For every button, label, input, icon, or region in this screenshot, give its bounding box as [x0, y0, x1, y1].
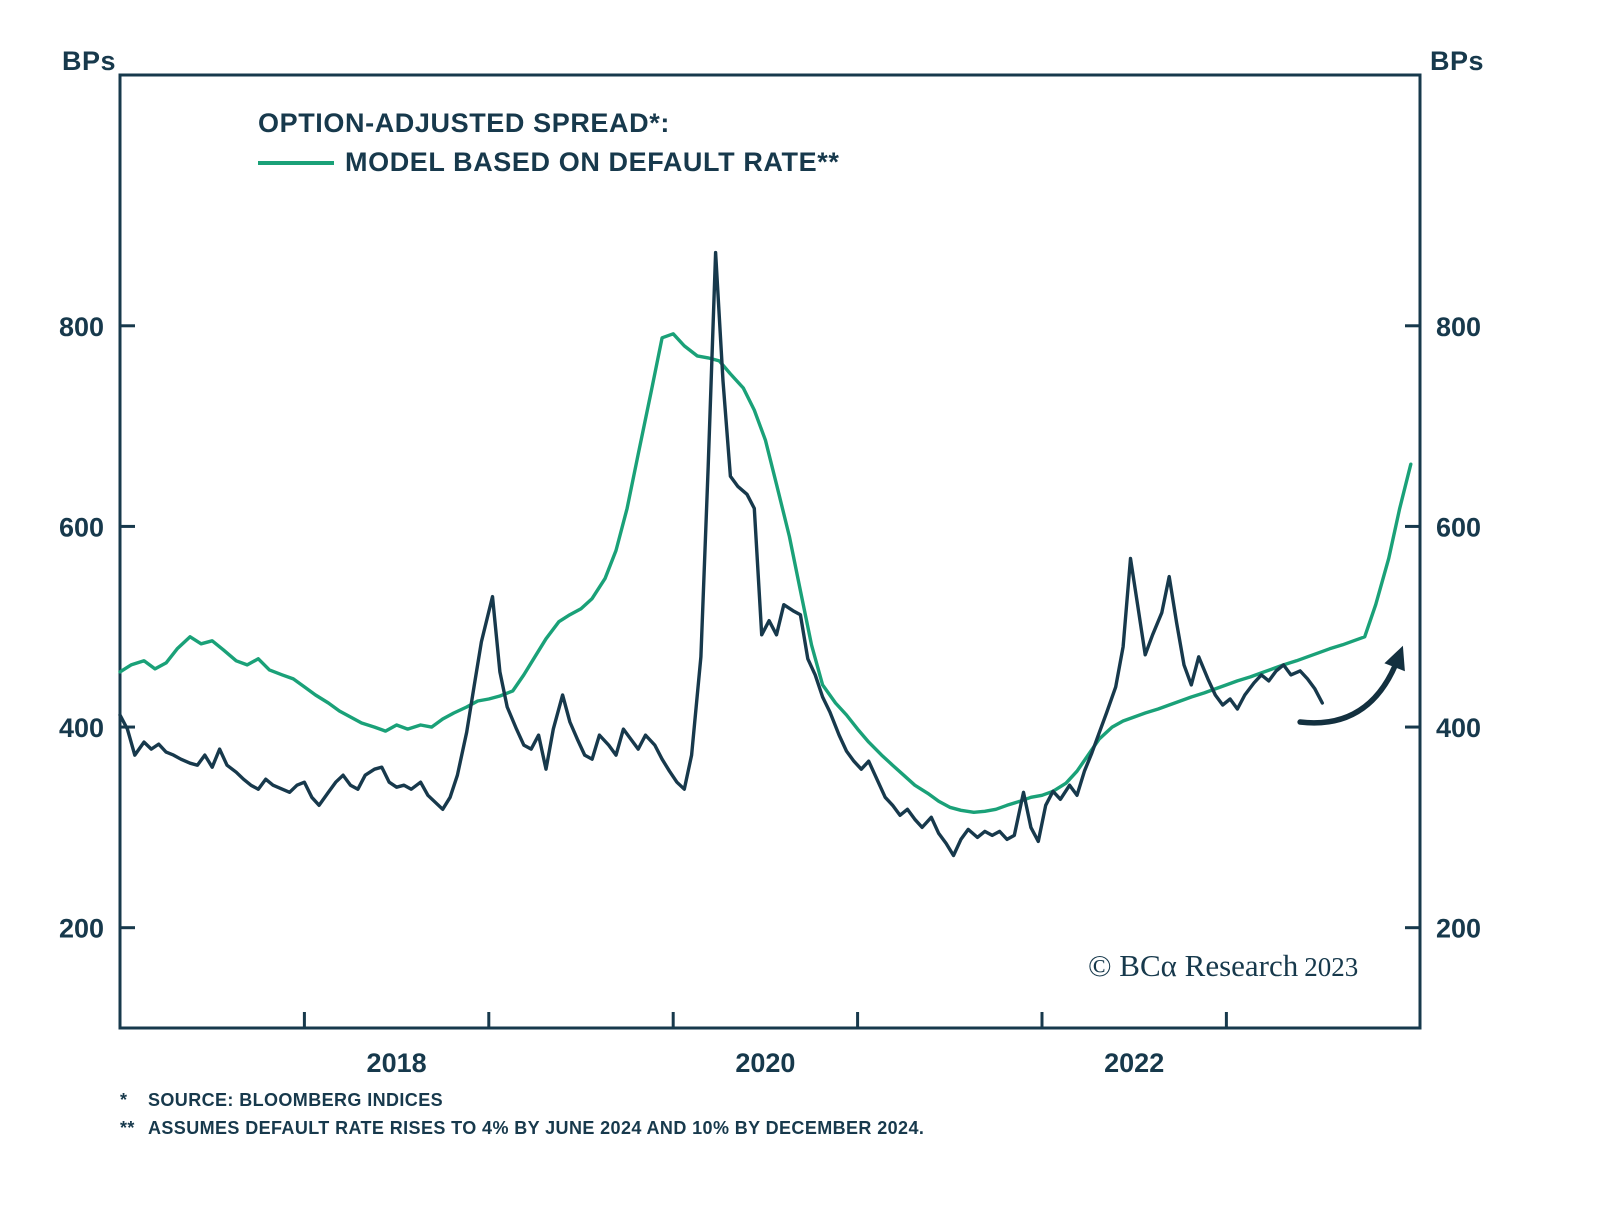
- legend-title: OPTION-ADJUSTED SPREAD*:: [258, 108, 670, 138]
- legend-model-label: MODEL BASED ON DEFAULT RATE**: [345, 147, 840, 177]
- copyright: © BCα Research 2023: [1088, 948, 1358, 984]
- y-axis-unit-right: BPs: [1430, 46, 1485, 76]
- series-line-actual-spread: [118, 250, 1324, 858]
- footnote-source-marker: *: [120, 1090, 128, 1110]
- trend-arrow-shaft: [1297, 656, 1401, 726]
- footnote-assumption-text: ASSUMES DEFAULT RATE RISES TO 4% BY JUNE…: [148, 1118, 925, 1138]
- x-tick-label: 2022: [1104, 1048, 1164, 1078]
- footnote-source-text: SOURCE: BLOOMBERG INDICES: [148, 1090, 444, 1110]
- y-tick-label-left: 200: [59, 914, 104, 944]
- footnote-source: * SOURCE: BLOOMBERG INDICES: [120, 1086, 924, 1114]
- footnote-assumption: ** ASSUMES DEFAULT RATE RISES TO 4% BY J…: [120, 1114, 924, 1142]
- legend-model-swatch: [258, 160, 334, 165]
- y-tick-label-right: 800: [1436, 312, 1481, 342]
- footnote-assumption-marker: **: [120, 1118, 135, 1138]
- y-tick-label-left: 800: [59, 312, 104, 342]
- y-tick-label-left: 400: [59, 713, 104, 743]
- plot-frame: [118, 73, 1422, 1030]
- x-tick-label: 2018: [367, 1048, 427, 1078]
- trend-arrow-head: [1384, 645, 1405, 672]
- copyright-text: © BCα Research: [1088, 948, 1299, 983]
- y-tick-label-right: 200: [1436, 914, 1481, 944]
- y-tick-label-right: 600: [1436, 512, 1481, 542]
- legend: OPTION-ADJUSTED SPREAD*: MODEL BASED ON …: [258, 108, 839, 178]
- y-tick-label-right: 400: [1436, 713, 1481, 743]
- y-axis-unit-left: BPs: [62, 46, 117, 76]
- copyright-year: 2023: [1304, 952, 1359, 982]
- x-tick-label: 2020: [735, 1048, 795, 1078]
- legend-model-row: MODEL BASED ON DEFAULT RATE**: [258, 147, 839, 178]
- footnotes: * SOURCE: BLOOMBERG INDICES ** ASSUMES D…: [120, 1086, 924, 1142]
- series-line-default-rate-model: [118, 332, 1413, 814]
- y-tick-label-left: 600: [59, 512, 104, 542]
